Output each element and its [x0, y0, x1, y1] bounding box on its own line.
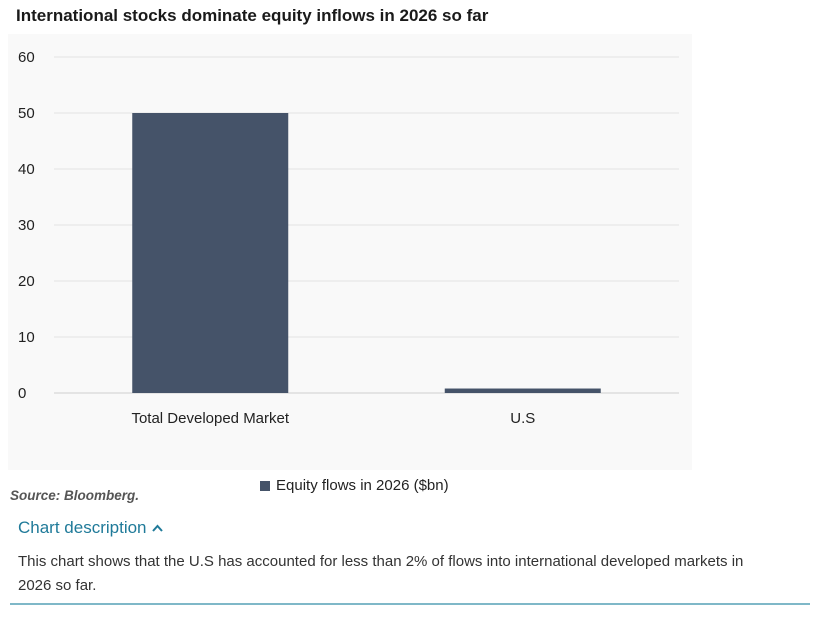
x-tick-label: Total Developed Market [131, 410, 289, 427]
legend: Equity flows in 2026 ($bn) [260, 477, 449, 494]
y-tick-label: 20 [18, 273, 35, 290]
chart-description-label: Chart description [18, 518, 147, 537]
chart-area: 0 10 20 30 40 50 60 Total Developed Market U.S E… [8, 34, 692, 494]
x-tick-label: U.S [510, 410, 535, 427]
bar [132, 113, 289, 393]
chart-description-text: This chart shows that the U.S has accoun… [18, 553, 744, 594]
source-note: Source: Bloomberg. [10, 488, 140, 503]
y-tick-label: 60 [18, 49, 35, 66]
legend-label: Equity flows in 2026 ($bn) [276, 477, 449, 494]
y-tick-label: 40 [18, 161, 35, 178]
bar [444, 388, 601, 393]
chevron-up-icon [151, 524, 163, 532]
chart-title: International stocks dominate equity inf… [16, 6, 489, 25]
chart-description-toggle[interactable]: Chart description [18, 518, 163, 538]
y-tick-label: 10 [18, 329, 35, 346]
divider [10, 603, 810, 605]
legend-swatch [260, 480, 270, 491]
y-tick-label: 0 [18, 385, 26, 402]
bar-chart: 0 10 20 30 40 50 60 Total Developed Market U.S [18, 49, 679, 427]
y-tick-label: 50 [18, 105, 35, 122]
y-tick-label: 30 [18, 217, 35, 234]
